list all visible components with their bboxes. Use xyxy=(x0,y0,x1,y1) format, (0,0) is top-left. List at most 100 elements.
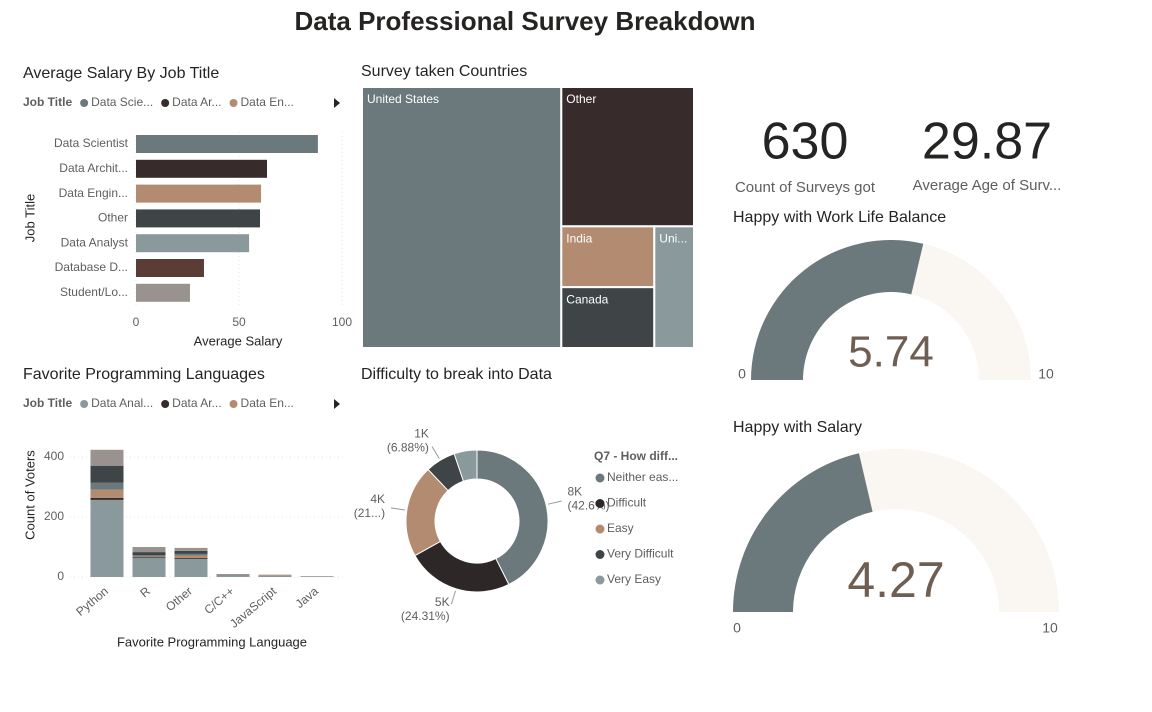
legend-entry: Easy xyxy=(607,521,634,535)
x-tick-label: Java xyxy=(293,584,322,611)
legend-swatch xyxy=(229,99,238,107)
card-value: 29.87 xyxy=(922,113,1052,171)
chart-title: Average Salary By Job Title xyxy=(23,65,219,82)
gauge-max: 10 xyxy=(1038,366,1054,382)
cell-label: Other xyxy=(566,92,596,106)
legend-entry: Data En... xyxy=(241,95,294,109)
card-value: 630 xyxy=(762,113,849,171)
bar xyxy=(136,259,204,277)
y-tick-label: 0 xyxy=(57,569,64,583)
legend-swatch xyxy=(595,524,605,534)
bar xyxy=(136,209,261,228)
y-tick-label: Student/Lo... xyxy=(60,285,128,299)
x-axis-label: Favorite Programming Language xyxy=(117,634,307,649)
legend-title: Q7 - How diff... xyxy=(594,449,678,463)
card-label: Average Age of Surv... xyxy=(913,177,1062,194)
x-tick-label: R xyxy=(137,584,153,601)
legend-entry: Data Ar... xyxy=(172,95,221,109)
cell-label: India xyxy=(566,232,592,246)
bar-segment xyxy=(174,555,208,559)
legend-swatch xyxy=(595,473,605,483)
bar-segment xyxy=(132,552,166,556)
leader-line xyxy=(450,590,456,605)
gauge-min: 0 xyxy=(733,620,741,636)
x-tick-label: Other xyxy=(163,584,195,614)
data-label: 5K xyxy=(435,595,450,609)
y-axis-label: Count of Voters xyxy=(22,450,37,540)
y-axis-label: Job Title xyxy=(22,194,37,242)
legend-swatch xyxy=(595,499,605,508)
legend-entry: Data Scie... xyxy=(91,95,153,109)
legend-swatch xyxy=(595,575,605,585)
chart-title: Survey taken Countries xyxy=(361,63,527,80)
x-tick-label: 100 xyxy=(332,315,352,329)
legend-swatch xyxy=(229,400,238,408)
gauge-min: 0 xyxy=(738,366,746,382)
bar-segment xyxy=(132,556,166,558)
bar-segment xyxy=(90,449,124,466)
bar-segment xyxy=(258,575,292,576)
bar-segment xyxy=(132,558,166,577)
gauge-max: 10 xyxy=(1042,620,1058,636)
legend-swatch xyxy=(80,99,89,107)
donut-slice xyxy=(414,540,510,593)
bar-segment xyxy=(132,555,166,557)
x-tick-label: Python xyxy=(73,584,111,619)
legend-entry: Very Easy xyxy=(607,572,661,586)
leader-line xyxy=(390,507,405,511)
bar-segment xyxy=(174,547,208,551)
cell-label: Canada xyxy=(566,292,608,306)
treemap-cell xyxy=(653,225,695,349)
cell-label: United States xyxy=(367,92,439,106)
y-tick-label: 400 xyxy=(44,449,64,463)
bar-segment xyxy=(90,489,124,498)
x-tick-label: JavaScript xyxy=(227,584,279,631)
bar-segment xyxy=(174,553,208,556)
card-label: Count of Surveys got xyxy=(735,179,876,196)
x-axis-label: Average Salary xyxy=(194,333,283,348)
legend-swatch xyxy=(595,550,605,559)
gauge-fill xyxy=(733,453,873,612)
cell-label: Uni... xyxy=(659,232,687,246)
legend-title: Job Title xyxy=(23,95,72,109)
bar-segment xyxy=(90,465,124,483)
data-label: 4K xyxy=(370,492,385,506)
treemap-cell xyxy=(361,86,563,349)
bar xyxy=(136,135,318,153)
chart-title: Difficulty to break into Data xyxy=(361,366,552,383)
treemap-cell xyxy=(560,86,695,228)
legend-arrow[interactable] xyxy=(334,399,340,409)
legend-arrow[interactable] xyxy=(334,98,340,108)
bar-segment xyxy=(90,482,124,490)
treemap-cell xyxy=(560,286,656,349)
data-label: (21...) xyxy=(354,506,385,520)
bar xyxy=(136,234,250,253)
legend-swatch xyxy=(161,400,170,408)
legend-entry: Data En... xyxy=(241,396,294,410)
legend-entry: Very Difficult xyxy=(607,547,674,561)
gauge-value: 4.27 xyxy=(847,552,944,608)
y-tick-label: Other xyxy=(98,211,128,225)
legend-entry: Data Anal... xyxy=(91,396,153,410)
bar xyxy=(136,159,268,178)
chart-title: Happy with Salary xyxy=(733,419,862,436)
bar-segment xyxy=(174,558,208,559)
y-tick-label: Data Scientist xyxy=(54,136,129,150)
y-tick-label: 200 xyxy=(44,509,64,523)
legend-title: Job Title xyxy=(23,396,72,410)
legend-swatch xyxy=(80,400,89,408)
x-tick-label: 50 xyxy=(232,315,246,329)
y-tick-label: Data Engin... xyxy=(59,186,128,200)
bar-segment xyxy=(174,550,208,554)
bar-segment xyxy=(90,499,124,577)
bar-segment xyxy=(216,575,250,577)
legend-entry: Neither eas... xyxy=(607,470,678,484)
bar-segment xyxy=(258,576,292,577)
bar-segment xyxy=(132,557,166,559)
legend-entry: Difficult xyxy=(607,496,647,510)
bar-segment xyxy=(132,547,166,553)
bar-segment xyxy=(174,559,208,577)
donut-slice xyxy=(476,449,549,586)
chart-title: Favorite Programming Languages xyxy=(23,366,265,383)
y-tick-label: Data Analyst xyxy=(61,235,129,249)
